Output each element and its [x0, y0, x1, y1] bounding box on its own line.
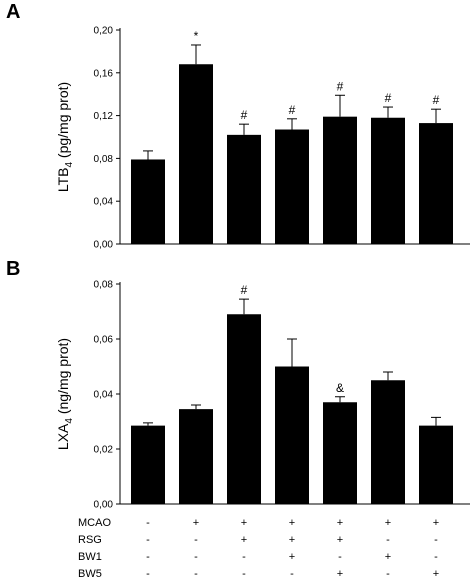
panel-b-y-tick-label: 0,08	[94, 280, 114, 291]
panel-a-bar	[227, 134, 261, 244]
panel-a-bar	[179, 64, 213, 245]
condition-sign: +	[289, 534, 295, 546]
panel-b-significance-mark: &	[336, 381, 344, 395]
panel-a-bar	[131, 159, 165, 244]
condition-sign: +	[337, 517, 343, 529]
condition-sign: +	[337, 568, 343, 580]
panel-a-y-tick-label: 0,16	[94, 68, 114, 79]
condition-sign: +	[289, 551, 295, 563]
panel-a-y-tick-label: 0,00	[94, 240, 114, 251]
condition-sign: +	[193, 517, 199, 529]
condition-sign: -	[146, 517, 150, 529]
condition-sign: -	[290, 568, 294, 580]
condition-sign: -	[194, 534, 198, 546]
panel-b-y-tick-label: 0,04	[94, 390, 114, 401]
panel-b-y-tick-label: 0,02	[94, 445, 114, 456]
condition-sign: +	[241, 517, 247, 529]
panel-b-letter: B	[6, 258, 20, 280]
condition-sign: -	[194, 568, 198, 580]
panel-a-y-tick-label: 0,08	[94, 154, 114, 165]
condition-sign: -	[434, 534, 438, 546]
condition-sign: +	[385, 517, 391, 529]
condition-sign: -	[146, 568, 150, 580]
condition-sign: +	[433, 568, 439, 580]
panel-a-significance-mark: #	[337, 79, 344, 93]
panel-b-bar	[179, 409, 213, 504]
panel-b-bar	[323, 402, 357, 504]
panel-b-y-axis-label: LXA4 (ng/mg prot)	[55, 338, 75, 450]
panel-a-significance-mark: #	[289, 103, 296, 117]
panel-a-letter: A	[6, 1, 20, 23]
condition-sign: -	[386, 568, 390, 580]
condition-sign: -	[338, 551, 342, 563]
panel-b-bar	[131, 425, 165, 504]
condition-sign: -	[386, 534, 390, 546]
condition-sign: +	[385, 551, 391, 563]
panel-a-bar	[323, 116, 357, 244]
condition-sign: +	[289, 517, 295, 529]
panel-a-bar	[371, 117, 405, 244]
condition-sign: -	[242, 551, 246, 563]
panel-a-significance-mark: #	[385, 91, 392, 105]
panel-b-bar	[275, 366, 309, 504]
condition-sign: +	[241, 534, 247, 546]
panel-a-significance-mark: #	[241, 108, 248, 122]
panel-b-y-tick-label: 0,06	[94, 335, 114, 346]
panel-b-significance-mark: #	[241, 283, 248, 297]
panel-a-y-axis-label: LTB4 (pg/mg prot)	[55, 82, 75, 192]
panel-a-y-tick-label: 0,12	[94, 111, 114, 122]
panel-a-y-tick-label: 0,04	[94, 197, 114, 208]
panel-b-y-tick-label: 0,00	[94, 500, 114, 511]
panel-a-significance-mark: *	[194, 29, 199, 43]
condition-label: MCAO	[78, 517, 111, 529]
condition-label: RSG	[78, 534, 102, 546]
condition-sign: -	[242, 568, 246, 580]
condition-sign: -	[194, 551, 198, 563]
condition-sign: +	[433, 517, 439, 529]
condition-label: BW1	[78, 551, 102, 563]
panel-b-bar	[371, 380, 405, 504]
panel-a-ltb4-chart: A 0,00 0,04 0,08 0,12 0,16 0,20 LTB4 (pg/mg pro…	[6, 1, 470, 251]
condition-sign: -	[146, 551, 150, 563]
panel-b-bar	[227, 314, 261, 504]
panel-a-bar	[419, 123, 453, 244]
condition-sign: +	[337, 534, 343, 546]
condition-sign: -	[434, 551, 438, 563]
panel-a-bar	[275, 129, 309, 244]
condition-sign: -	[146, 534, 150, 546]
condition-label: BW5	[78, 568, 102, 580]
panel-b-bar	[419, 425, 453, 504]
treatment-conditions-table: MCAO - + + + + + + RSG - - + + + - - BW1 - - - + - + - BW5 - - - - + -…	[78, 517, 439, 580]
panel-a-significance-mark: #	[433, 93, 440, 107]
panel-b-lxa4-chart: B 0,00 0,02 0,04 0,06 0,08 LXA4 (ng/mg prot) # &	[6, 258, 470, 511]
panel-a-y-tick-label: 0,20	[94, 26, 114, 37]
